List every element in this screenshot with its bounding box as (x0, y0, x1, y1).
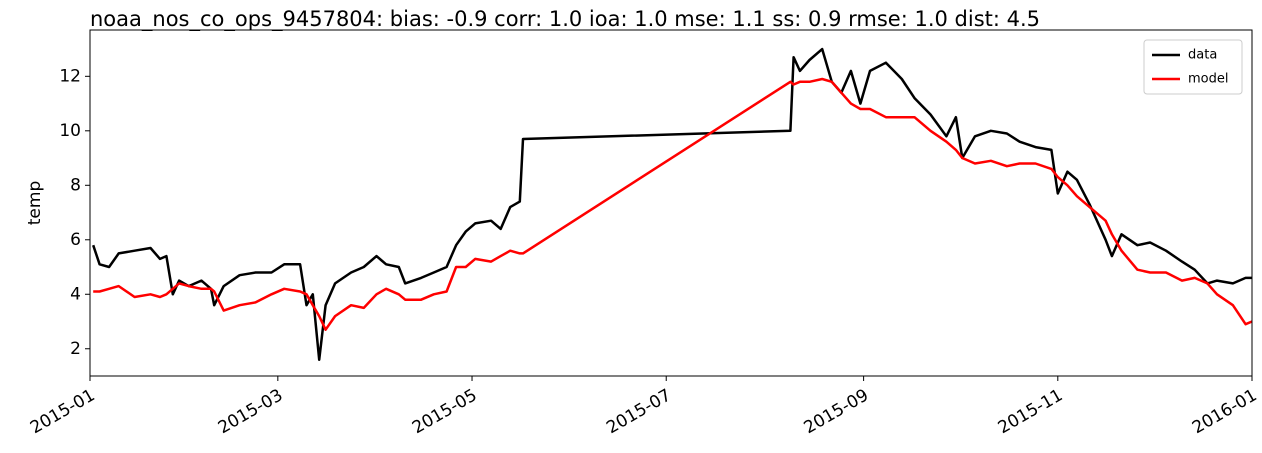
x-tick-label: 2016-01 (1189, 385, 1261, 438)
line-data (92, 47, 1252, 361)
x-tick-label: 2015-03 (215, 385, 287, 438)
x-tick-label: 2015-05 (409, 385, 481, 438)
y-tick-label: 2 (70, 339, 81, 359)
legend-label: data (1188, 48, 1217, 63)
y-tick-label: 8 (70, 175, 81, 195)
x-tick-label: 2015-11 (995, 385, 1067, 438)
y-axis-label: temp (25, 181, 45, 225)
chart-title: noaa_nos_co_ops_9457804: bias: -0.9 corr… (90, 7, 1040, 32)
legend-box (1143, 39, 1243, 95)
line-model (93, 77, 1253, 331)
legend-label: model (1188, 72, 1228, 87)
y-tick-label: 10 (59, 121, 81, 141)
x-tick-label: 2015-09 (801, 385, 873, 438)
y-tick-label: 4 (70, 284, 81, 304)
y-tick-label: 12 (59, 66, 81, 86)
x-tick-label: 2015-07 (603, 385, 675, 438)
plot-frame (89, 29, 1253, 377)
x-tick-label: 2015-01 (27, 385, 99, 438)
y-tick-label: 6 (70, 230, 81, 250)
